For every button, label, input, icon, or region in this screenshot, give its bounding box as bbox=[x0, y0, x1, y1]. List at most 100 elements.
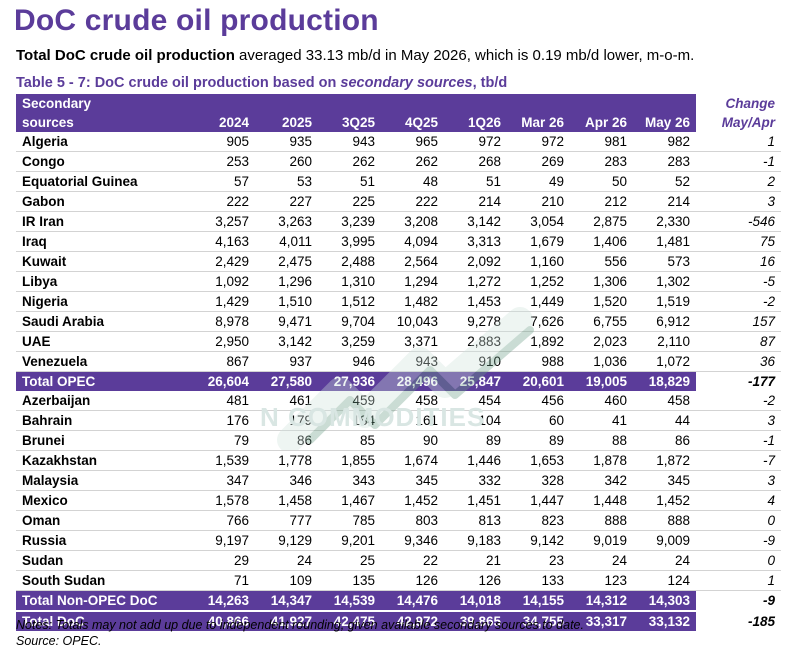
header-row-2: sources 2024 2025 3Q25 4Q25 1Q26 Mar 26 … bbox=[16, 113, 781, 133]
value-cell: 4,163 bbox=[192, 231, 255, 253]
header-name-line2: sources bbox=[16, 113, 192, 133]
change-cell: 3 bbox=[696, 410, 781, 432]
value-cell: 459 bbox=[318, 391, 381, 412]
value-cell: 29 bbox=[192, 550, 255, 572]
value-cell: 41,927 bbox=[255, 610, 318, 632]
value-cell: 52 bbox=[633, 171, 696, 193]
value-cell: 34,755 bbox=[507, 610, 570, 632]
value-cell: 2,475 bbox=[255, 251, 318, 273]
value-cell: 460 bbox=[570, 391, 633, 412]
value-cell: 1,778 bbox=[255, 450, 318, 472]
value-cell: 222 bbox=[381, 191, 444, 213]
change-cell: -9 bbox=[696, 590, 781, 612]
change-cell: -2 bbox=[696, 391, 781, 412]
value-cell: 1,519 bbox=[633, 291, 696, 313]
value-cell: 2,883 bbox=[444, 331, 507, 353]
value-cell: 2,330 bbox=[633, 211, 696, 233]
value-cell: 342 bbox=[570, 470, 633, 492]
value-cell: 8,978 bbox=[192, 311, 255, 333]
value-cell: 126 bbox=[381, 570, 444, 592]
change-cell: 1 bbox=[696, 132, 781, 153]
change-cell: 157 bbox=[696, 311, 781, 333]
change-cell: -1 bbox=[696, 430, 781, 452]
value-cell: 9,346 bbox=[381, 530, 444, 552]
value-cell: 44 bbox=[633, 410, 696, 432]
value-cell: 14,155 bbox=[507, 590, 570, 612]
change-cell: 3 bbox=[696, 470, 781, 492]
value-cell: 2,023 bbox=[570, 331, 633, 353]
header-change-line1: Change bbox=[696, 94, 781, 113]
change-cell: 36 bbox=[696, 351, 781, 373]
column-header: Apr 26 bbox=[570, 113, 633, 133]
value-cell: 88 bbox=[570, 430, 633, 452]
column-header: 1Q26 bbox=[444, 113, 507, 133]
value-cell: 1,452 bbox=[381, 490, 444, 512]
value-cell: 2,429 bbox=[192, 251, 255, 273]
row-label: Sudan bbox=[16, 550, 192, 572]
value-cell: 14,476 bbox=[381, 590, 444, 612]
table-row: Gabon 222 227 225 222 214 210 212 214 3 bbox=[16, 191, 781, 213]
value-cell: 9,278 bbox=[444, 311, 507, 333]
value-cell: 126 bbox=[444, 570, 507, 592]
change-cell: -7 bbox=[696, 450, 781, 472]
table-row: Mexico 1,578 1,458 1,467 1,452 1,451 1,447 1,44… bbox=[16, 490, 781, 512]
value-cell: 123 bbox=[570, 570, 633, 592]
change-cell: -177 bbox=[696, 371, 781, 392]
value-cell: 1,482 bbox=[381, 291, 444, 313]
source-line: Source: OPEC. bbox=[16, 634, 102, 648]
table-row: South Sudan 71 109 135 126 126 133 123 124 1 bbox=[16, 570, 781, 592]
value-cell: 345 bbox=[381, 470, 444, 492]
value-cell: 39,865 bbox=[444, 610, 507, 632]
value-cell: 210 bbox=[507, 191, 570, 213]
value-cell: 19,005 bbox=[570, 371, 633, 392]
value-cell: 766 bbox=[192, 510, 255, 532]
value-cell: 42,972 bbox=[381, 610, 444, 632]
value-cell: 283 bbox=[570, 151, 633, 173]
value-cell: 1,878 bbox=[570, 450, 633, 472]
value-cell: 777 bbox=[255, 510, 318, 532]
change-cell: 16 bbox=[696, 251, 781, 273]
value-cell: 86 bbox=[633, 430, 696, 452]
value-cell: 1,679 bbox=[507, 231, 570, 253]
value-cell: 3,208 bbox=[381, 211, 444, 233]
value-cell: 943 bbox=[318, 132, 381, 153]
value-cell: 888 bbox=[570, 510, 633, 532]
value-cell: 481 bbox=[192, 391, 255, 412]
value-cell: 1,310 bbox=[318, 271, 381, 293]
value-cell: 982 bbox=[633, 132, 696, 153]
value-cell: 1,481 bbox=[633, 231, 696, 253]
value-cell: 2,110 bbox=[633, 331, 696, 353]
value-cell: 3,142 bbox=[444, 211, 507, 233]
value-cell: 109 bbox=[255, 570, 318, 592]
row-label: Libya bbox=[16, 271, 192, 293]
value-cell: 4,011 bbox=[255, 231, 318, 253]
value-cell: 458 bbox=[381, 391, 444, 412]
row-label: Oman bbox=[16, 510, 192, 532]
value-cell: 14,312 bbox=[570, 590, 633, 612]
value-cell: 51 bbox=[318, 171, 381, 193]
notes: Notes: Totals may not add up due to inde… bbox=[16, 617, 584, 649]
value-cell: 1,520 bbox=[570, 291, 633, 313]
row-label: Kuwait bbox=[16, 251, 192, 273]
row-label: Total Non-OPEC DoC bbox=[16, 590, 192, 612]
value-cell: 1,036 bbox=[570, 351, 633, 373]
caption-suffix: , tb/d bbox=[472, 75, 508, 91]
change-cell: -2 bbox=[696, 291, 781, 313]
summary-rest: averaged 33.13 mb/d in May 2026, which i… bbox=[234, 47, 695, 64]
column-header: 2024 bbox=[192, 113, 255, 133]
value-cell: 9,471 bbox=[255, 311, 318, 333]
value-cell: 14,347 bbox=[255, 590, 318, 612]
value-cell: 9,197 bbox=[192, 530, 255, 552]
value-cell: 7,626 bbox=[507, 311, 570, 333]
value-cell: 179 bbox=[255, 410, 318, 432]
table-row: Nigeria 1,429 1,510 1,512 1,482 1,453 1,449 1,5… bbox=[16, 291, 781, 313]
value-cell: 1,892 bbox=[507, 331, 570, 353]
value-cell: 1,092 bbox=[192, 271, 255, 293]
value-cell: 262 bbox=[318, 151, 381, 173]
value-cell: 89 bbox=[444, 430, 507, 452]
column-header: 2025 bbox=[255, 113, 318, 133]
table-row: IR Iran 3,257 3,263 3,239 3,208 3,142 3,054 2,8… bbox=[16, 211, 781, 233]
value-cell: 14,263 bbox=[192, 590, 255, 612]
value-cell: 1,446 bbox=[444, 450, 507, 472]
table-row: Iraq 4,163 4,011 3,995 4,094 3,313 1,679 1,406 1… bbox=[16, 231, 781, 253]
